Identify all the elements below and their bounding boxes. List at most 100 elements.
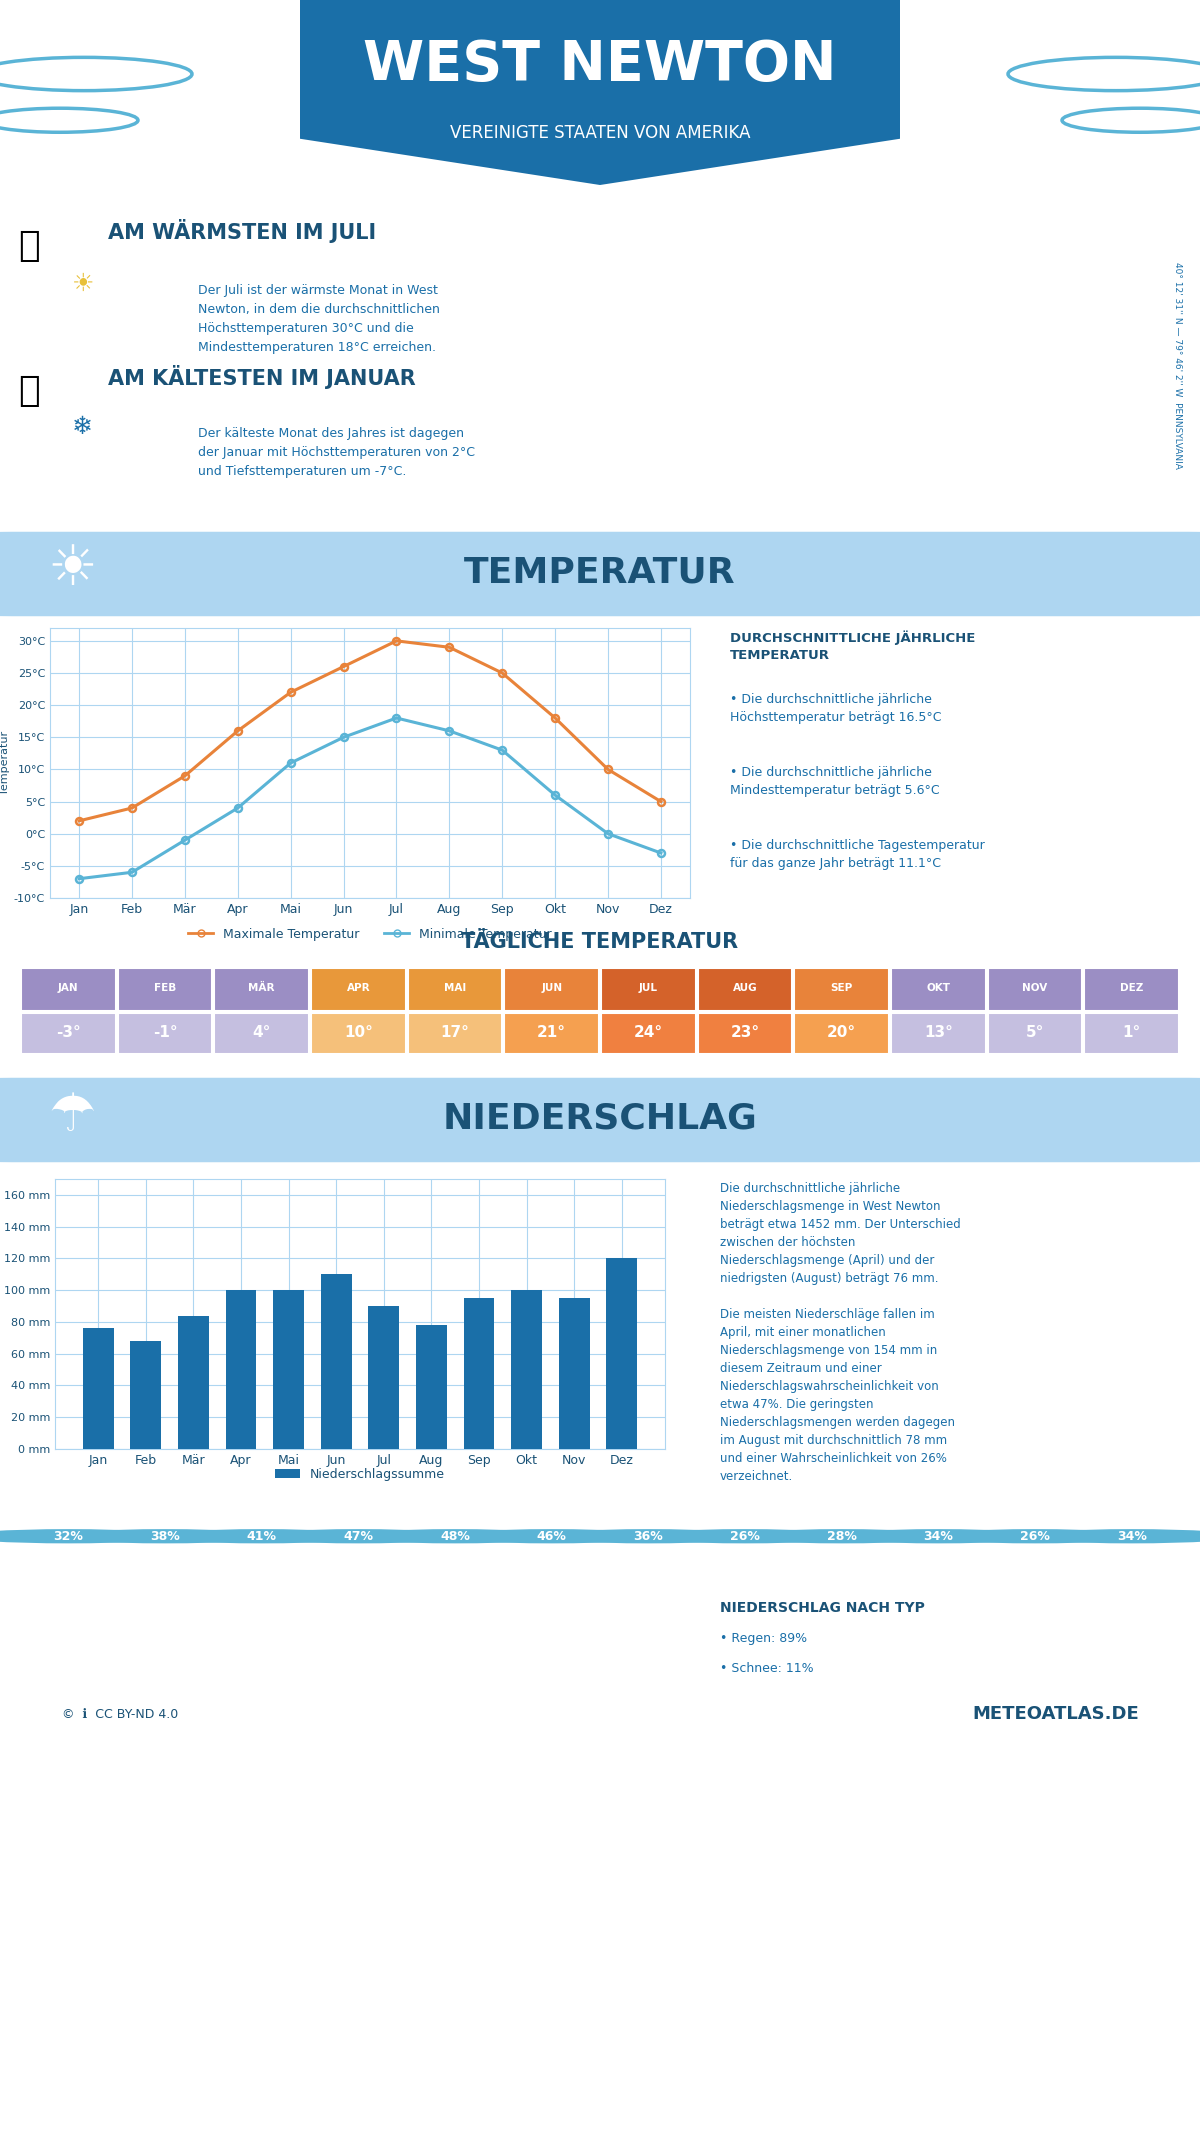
- Text: 36%: 36%: [634, 1530, 664, 1543]
- FancyBboxPatch shape: [408, 967, 502, 1010]
- Text: TÄGLICHE TEMPERATUR: TÄGLICHE TEMPERATUR: [462, 933, 738, 952]
- Text: AUG: AUG: [733, 982, 757, 993]
- Text: DURCHSCHNITTLICHE JÄHRLICHE
TEMPERATUR: DURCHSCHNITTLICHE JÄHRLICHE TEMPERATUR: [730, 631, 976, 661]
- Text: DEZ: DEZ: [1122, 1566, 1142, 1577]
- FancyBboxPatch shape: [311, 1012, 406, 1055]
- Y-axis label: Temperatur: Temperatur: [0, 732, 10, 796]
- FancyBboxPatch shape: [118, 1012, 212, 1055]
- FancyBboxPatch shape: [118, 967, 212, 1010]
- Text: ☀: ☀: [72, 272, 95, 295]
- Text: 🌡: 🌡: [18, 374, 40, 409]
- Text: 28%: 28%: [827, 1530, 857, 1543]
- Text: 38%: 38%: [150, 1530, 180, 1543]
- Bar: [131, 1342, 161, 1449]
- FancyBboxPatch shape: [1085, 1012, 1178, 1055]
- FancyBboxPatch shape: [0, 1079, 1200, 1162]
- FancyBboxPatch shape: [892, 967, 985, 1010]
- Text: APR: APR: [347, 982, 370, 993]
- Text: JUN: JUN: [542, 1566, 560, 1577]
- Legend: Niederschlagssumme: Niederschlagssumme: [270, 1464, 450, 1485]
- Text: METEOATLAS.DE: METEOATLAS.DE: [973, 1706, 1139, 1723]
- Circle shape: [925, 1530, 1145, 1543]
- Text: AM KÄLTESTEN IM JANUAR: AM KÄLTESTEN IM JANUAR: [108, 366, 415, 389]
- Text: ©  ℹ  CC BY-ND 4.0: © ℹ CC BY-ND 4.0: [62, 1708, 178, 1721]
- Circle shape: [635, 1530, 856, 1543]
- Circle shape: [1021, 1530, 1200, 1543]
- Text: VEREINIGTE STAATEN VON AMERIKA: VEREINIGTE STAATEN VON AMERIKA: [450, 124, 750, 141]
- Polygon shape: [300, 0, 900, 184]
- Text: JUL: JUL: [638, 982, 658, 993]
- Circle shape: [55, 1530, 275, 1543]
- Bar: [226, 1290, 257, 1449]
- Text: Die durchschnittliche jährliche
Niederschlagsmenge in West Newton
beträgt etwa 1: Die durchschnittliche jährliche Niedersc…: [720, 1181, 961, 1483]
- Text: 48%: 48%: [440, 1530, 470, 1543]
- Bar: [368, 1305, 400, 1449]
- FancyBboxPatch shape: [504, 967, 599, 1010]
- FancyBboxPatch shape: [408, 1012, 502, 1055]
- Text: Der kälteste Monat des Jahres ist dagegen
der Januar mit Höchsttemperaturen von : Der kälteste Monat des Jahres ist dagege…: [198, 428, 475, 477]
- Text: • Die durchschnittliche jährliche
Mindesttemperatur beträgt 5.6°C: • Die durchschnittliche jährliche Mindes…: [730, 766, 940, 796]
- Text: TEMPERATUR: TEMPERATUR: [464, 554, 736, 588]
- Text: JAN: JAN: [58, 982, 79, 993]
- Text: ☀: ☀: [47, 544, 97, 597]
- Text: 20°: 20°: [827, 1025, 857, 1040]
- Text: 26%: 26%: [1020, 1530, 1050, 1543]
- Text: NOV: NOV: [1025, 1566, 1045, 1577]
- Text: APR: APR: [348, 1566, 368, 1577]
- Text: WEST NEWTON: WEST NEWTON: [364, 39, 836, 92]
- Text: 41%: 41%: [247, 1530, 277, 1543]
- Text: MAI: MAI: [444, 982, 466, 993]
- FancyBboxPatch shape: [988, 967, 1082, 1010]
- FancyBboxPatch shape: [1085, 967, 1178, 1010]
- Text: 34%: 34%: [1117, 1530, 1147, 1543]
- FancyBboxPatch shape: [22, 1012, 115, 1055]
- Text: • Regen: 89%: • Regen: 89%: [720, 1633, 808, 1646]
- Text: JUN: JUN: [541, 982, 563, 993]
- Bar: [320, 1273, 352, 1449]
- Bar: [83, 1329, 114, 1449]
- Bar: [511, 1290, 542, 1449]
- Circle shape: [442, 1530, 662, 1543]
- Bar: [416, 1325, 446, 1449]
- Text: NIEDERSCHLAG: NIEDERSCHLAG: [443, 1102, 757, 1134]
- Circle shape: [732, 1530, 952, 1543]
- FancyBboxPatch shape: [215, 1012, 308, 1055]
- Text: 32%: 32%: [53, 1530, 83, 1543]
- Text: OKT: OKT: [929, 1566, 948, 1577]
- Text: 13°: 13°: [924, 1025, 953, 1040]
- Text: 5°: 5°: [1026, 1025, 1044, 1040]
- Text: 24°: 24°: [634, 1025, 662, 1040]
- Text: -3°: -3°: [56, 1025, 80, 1040]
- Text: • Die durchschnittliche jährliche
Höchsttemperatur beträgt 16.5°C: • Die durchschnittliche jährliche Höchst…: [730, 693, 942, 723]
- Text: 🌡: 🌡: [18, 229, 40, 263]
- FancyBboxPatch shape: [698, 1012, 792, 1055]
- FancyBboxPatch shape: [215, 967, 308, 1010]
- Text: 34%: 34%: [923, 1530, 953, 1543]
- Text: 40° 12' 31'' N — 79° 46' 2'' W  PENNSYLVANIA: 40° 12' 31'' N — 79° 46' 2'' W PENNSYLVA…: [1174, 261, 1182, 469]
- Circle shape: [151, 1530, 372, 1543]
- Text: 46%: 46%: [536, 1530, 566, 1543]
- Bar: [606, 1258, 637, 1449]
- Text: JUL: JUL: [641, 1566, 656, 1577]
- Text: 17°: 17°: [440, 1025, 469, 1040]
- Text: • Die durchschnittliche Tagestemperatur
für das ganze Jahr beträgt 11.1°C: • Die durchschnittliche Tagestemperatur …: [730, 839, 985, 869]
- Text: NIEDERSCHLAGSWAHRSCHEINLICHKEIT: NIEDERSCHLAGSWAHRSCHEINLICHKEIT: [432, 1483, 768, 1498]
- Circle shape: [828, 1530, 1049, 1543]
- Circle shape: [538, 1530, 758, 1543]
- Text: 47%: 47%: [343, 1530, 373, 1543]
- Text: OKT: OKT: [926, 982, 950, 993]
- FancyBboxPatch shape: [0, 531, 1200, 616]
- FancyBboxPatch shape: [601, 1012, 696, 1055]
- Text: 26%: 26%: [730, 1530, 760, 1543]
- Text: DEZ: DEZ: [1120, 982, 1144, 993]
- FancyBboxPatch shape: [22, 967, 115, 1010]
- FancyBboxPatch shape: [311, 967, 406, 1010]
- Text: MÄR: MÄR: [248, 982, 275, 993]
- FancyBboxPatch shape: [504, 1012, 599, 1055]
- FancyBboxPatch shape: [892, 1012, 985, 1055]
- Text: -1°: -1°: [152, 1025, 178, 1040]
- Bar: [274, 1290, 304, 1449]
- Text: 4°: 4°: [252, 1025, 271, 1040]
- Text: JAN: JAN: [60, 1566, 77, 1577]
- FancyBboxPatch shape: [698, 967, 792, 1010]
